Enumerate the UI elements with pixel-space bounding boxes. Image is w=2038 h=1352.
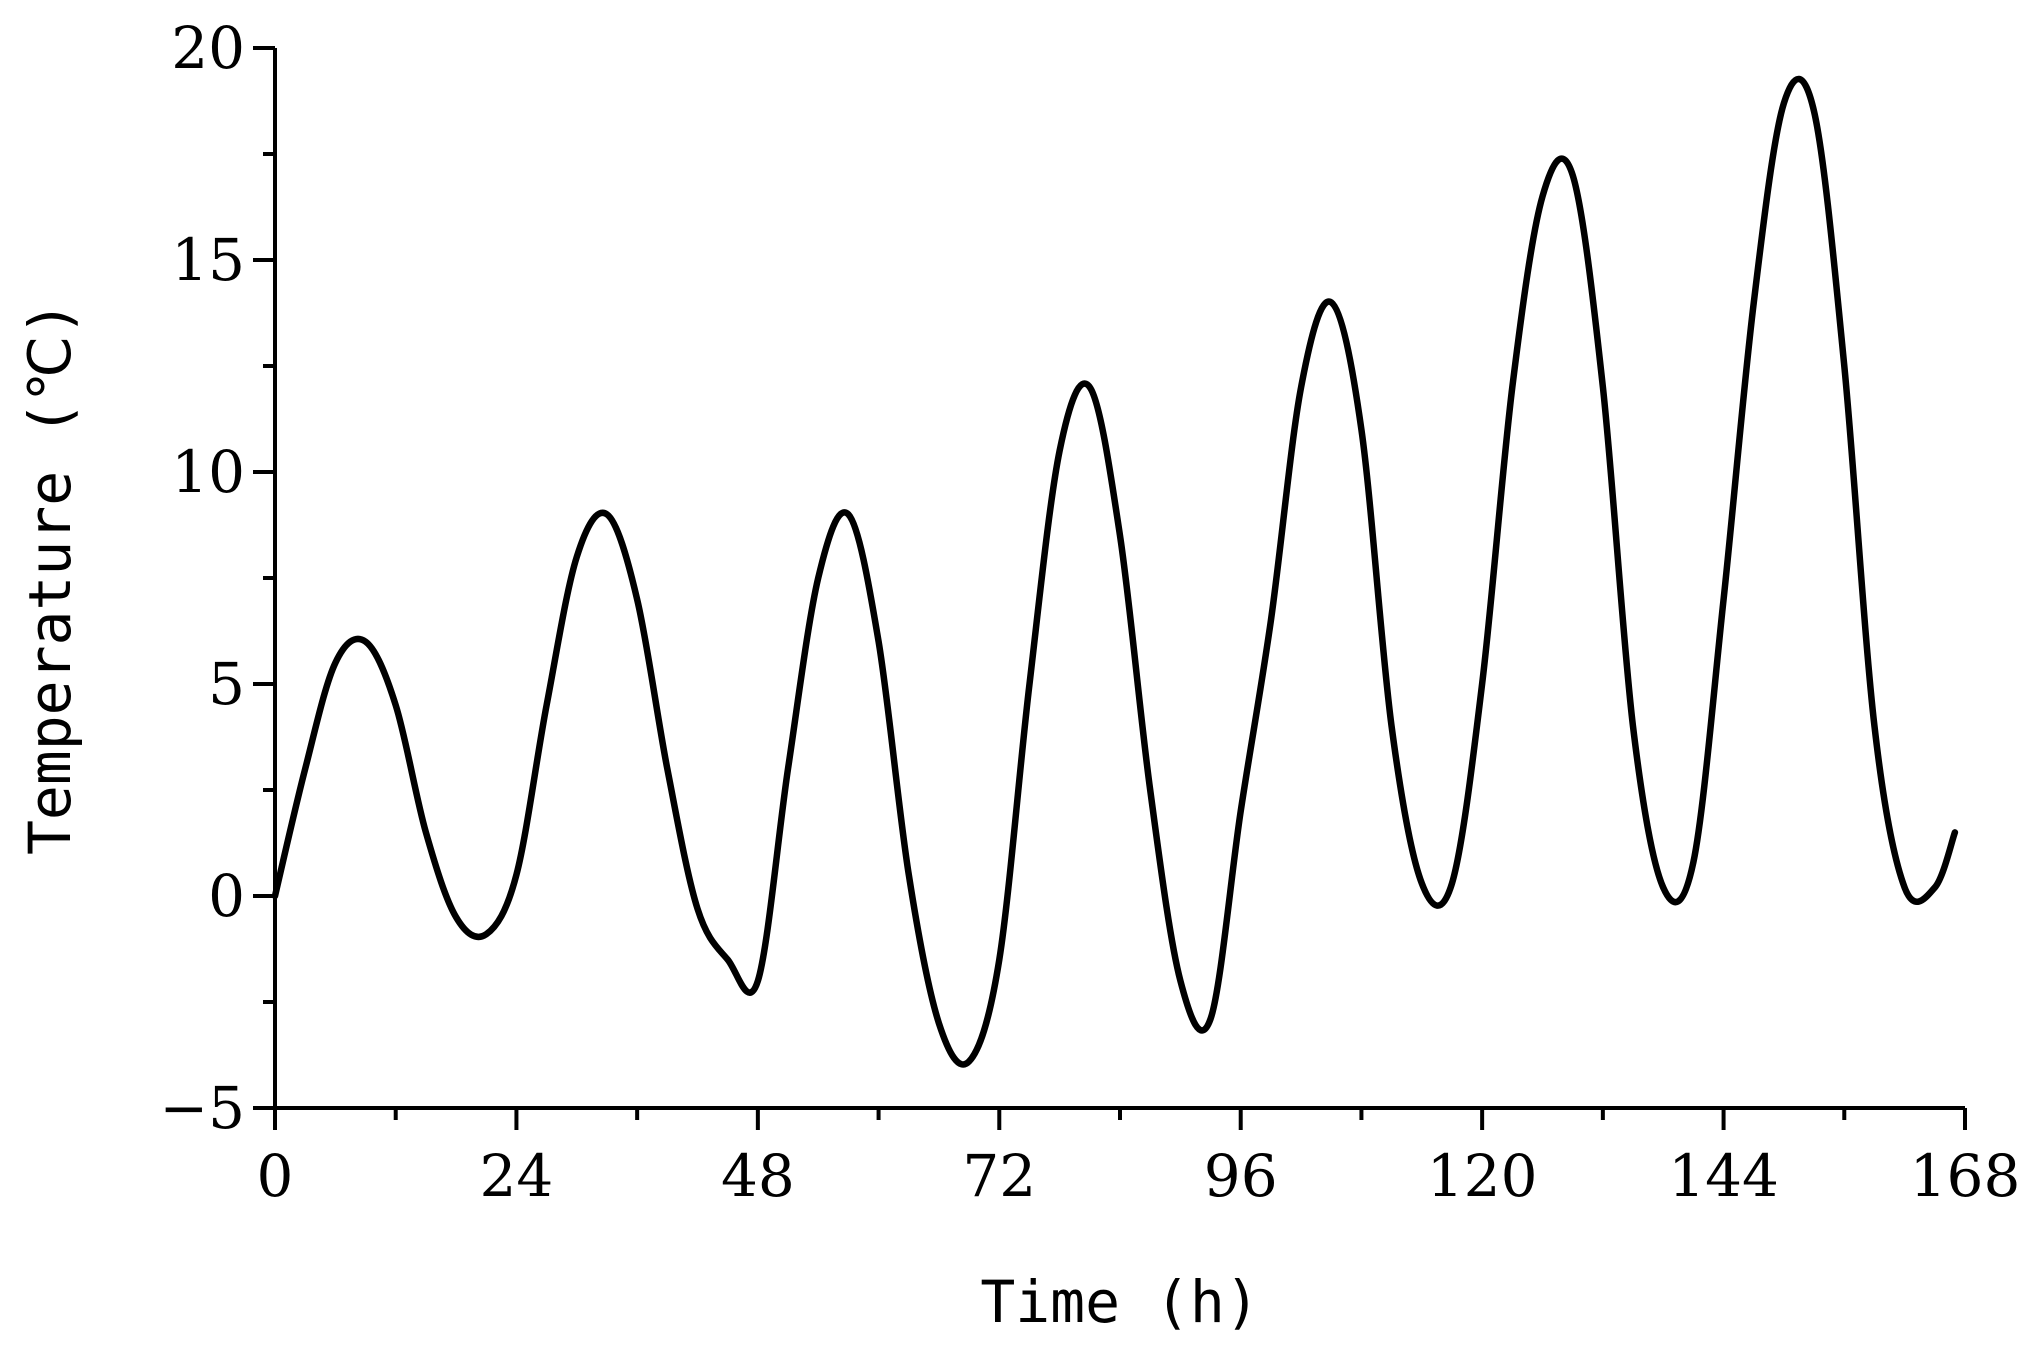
x-tick-label: 0 <box>257 1142 294 1210</box>
x-axis-title: Time (h) <box>980 1268 1259 1336</box>
x-tick-label: 96 <box>1204 1142 1278 1210</box>
axis-ticks <box>253 46 1967 1130</box>
x-tick-label: 48 <box>721 1142 795 1210</box>
y-tick-label: −5 <box>160 1074 246 1142</box>
y-tick-label: 5 <box>208 650 245 718</box>
y-tick-label: 15 <box>171 226 245 294</box>
x-tick-label: 144 <box>1668 1142 1779 1210</box>
y-axis-title: Temperature (℃) <box>16 301 84 855</box>
y-tick-label: 10 <box>171 438 245 506</box>
y-tick-label: 0 <box>208 862 245 930</box>
x-tick-label: 168 <box>1910 1142 2021 1210</box>
x-tick-label: 24 <box>480 1142 554 1210</box>
x-tick-label: 72 <box>962 1142 1036 1210</box>
x-tick-label: 120 <box>1427 1142 1538 1210</box>
temperature-series-line <box>271 75 1959 1068</box>
y-tick-label: 20 <box>171 14 245 82</box>
